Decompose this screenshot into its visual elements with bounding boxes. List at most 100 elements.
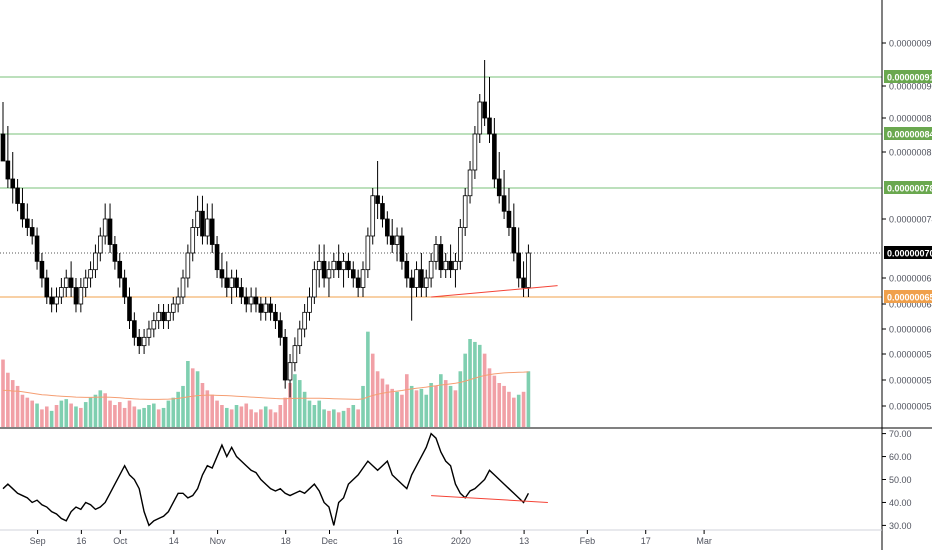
candle-down xyxy=(516,227,521,288)
volume-bar xyxy=(234,405,239,427)
candle-body xyxy=(516,252,521,279)
volume-bar xyxy=(25,397,30,427)
volume-bar xyxy=(390,388,394,427)
candle-body xyxy=(180,277,186,298)
candle-body xyxy=(370,195,376,237)
candle-down xyxy=(496,152,502,204)
candle-body xyxy=(83,277,89,288)
volume-bar xyxy=(40,409,44,427)
time-axis-label: 18 xyxy=(281,536,291,546)
volume-bar xyxy=(259,409,263,427)
candle-body xyxy=(34,235,40,262)
volume-bar xyxy=(268,409,273,427)
candle-down xyxy=(258,297,264,321)
candle-up xyxy=(307,287,312,321)
volume-bar xyxy=(424,394,429,427)
candle-down xyxy=(273,304,278,329)
candle-body xyxy=(258,303,264,313)
volume-bar xyxy=(15,385,20,427)
candle-up xyxy=(467,161,473,204)
candle-body xyxy=(205,218,210,237)
candle-body xyxy=(477,101,483,135)
candle-up xyxy=(365,227,371,278)
candle-down xyxy=(282,329,288,389)
volume-histogram xyxy=(1,331,531,427)
candle-body xyxy=(127,296,132,322)
price-axis-label: 0.00000082 xyxy=(889,148,932,158)
volume-bar xyxy=(263,406,268,427)
candle-up xyxy=(98,227,103,262)
candle-down xyxy=(239,278,244,304)
candle-body xyxy=(39,260,45,279)
candle-body xyxy=(214,244,220,271)
price-axis-label: 0.00000067 xyxy=(889,274,932,284)
candle-body xyxy=(472,133,478,171)
candle-body xyxy=(263,303,269,313)
volume-bar xyxy=(429,383,433,427)
candle-body xyxy=(287,362,293,381)
volume-bar xyxy=(147,405,151,427)
volume-bar xyxy=(351,405,356,427)
price-axis-label: 0.00000052 xyxy=(889,402,932,412)
volume-bar xyxy=(322,409,326,427)
candle-up xyxy=(54,287,59,313)
candle-body xyxy=(239,287,244,298)
volume-bar xyxy=(108,400,112,427)
candle-down xyxy=(161,304,166,329)
candle-down xyxy=(375,161,380,219)
candle-body xyxy=(117,260,123,279)
candle-body xyxy=(20,203,25,220)
candle-body xyxy=(146,328,152,338)
volume-bar xyxy=(244,403,249,427)
candle-body xyxy=(521,277,526,288)
candle-body xyxy=(88,269,93,279)
candle-down xyxy=(404,253,410,288)
price-axis-label: 0.00000090 xyxy=(889,82,932,92)
candle-down xyxy=(25,203,30,236)
current-price-label: 0.00000070 xyxy=(887,249,932,259)
time-axis-label: 13 xyxy=(519,536,529,546)
volume-bar xyxy=(448,385,453,427)
candle-up xyxy=(331,253,337,278)
level-price-label: 0.00000084 xyxy=(887,130,932,140)
candle-down xyxy=(438,236,444,278)
volume-bar xyxy=(297,380,302,427)
volume-bar xyxy=(88,397,93,427)
time-axis-label: Oct xyxy=(113,536,128,546)
volume-bar xyxy=(521,391,526,427)
candle-body xyxy=(151,320,157,330)
volume-bar xyxy=(200,383,205,427)
candle-up xyxy=(414,261,419,297)
rsi-axis-label: 30.00 xyxy=(889,521,912,531)
volume-bar xyxy=(477,344,482,427)
volume-bar xyxy=(132,406,137,427)
time-axis[interactable]: Sep 16 Oct 14 Nov 18 Dec 16 2020 13 Feb 17 Mar xyxy=(30,530,712,546)
candle-body xyxy=(331,260,337,271)
candle-down xyxy=(506,188,512,236)
price-axis-label: 0.00000058 xyxy=(889,350,932,360)
volume-bar xyxy=(526,371,531,427)
candle-up xyxy=(185,244,191,288)
volume-ma-line xyxy=(3,371,529,400)
candle-body xyxy=(443,260,449,271)
candle-down xyxy=(350,261,356,288)
time-axis-label: 14 xyxy=(169,536,179,546)
volume-bar xyxy=(166,400,171,427)
price-axis[interactable]: 0.00000095 0.00000090 0.00000086 0.00000082… xyxy=(882,39,932,412)
candle-up xyxy=(78,278,84,313)
volume-bar xyxy=(434,385,438,427)
candle-up xyxy=(248,287,254,313)
candle-body xyxy=(73,287,79,305)
volume-bar xyxy=(224,407,229,427)
candle-up xyxy=(151,312,157,338)
candle-up xyxy=(341,253,346,288)
candle-down xyxy=(214,236,220,278)
rsi-axis[interactable]: 70.00 60.00 50.00 40.00 30.00 xyxy=(882,429,912,531)
candle-down xyxy=(521,261,526,297)
volume-bar xyxy=(458,371,463,427)
candle-down xyxy=(68,261,74,297)
candle-body xyxy=(467,169,473,197)
candle-body xyxy=(234,277,239,288)
